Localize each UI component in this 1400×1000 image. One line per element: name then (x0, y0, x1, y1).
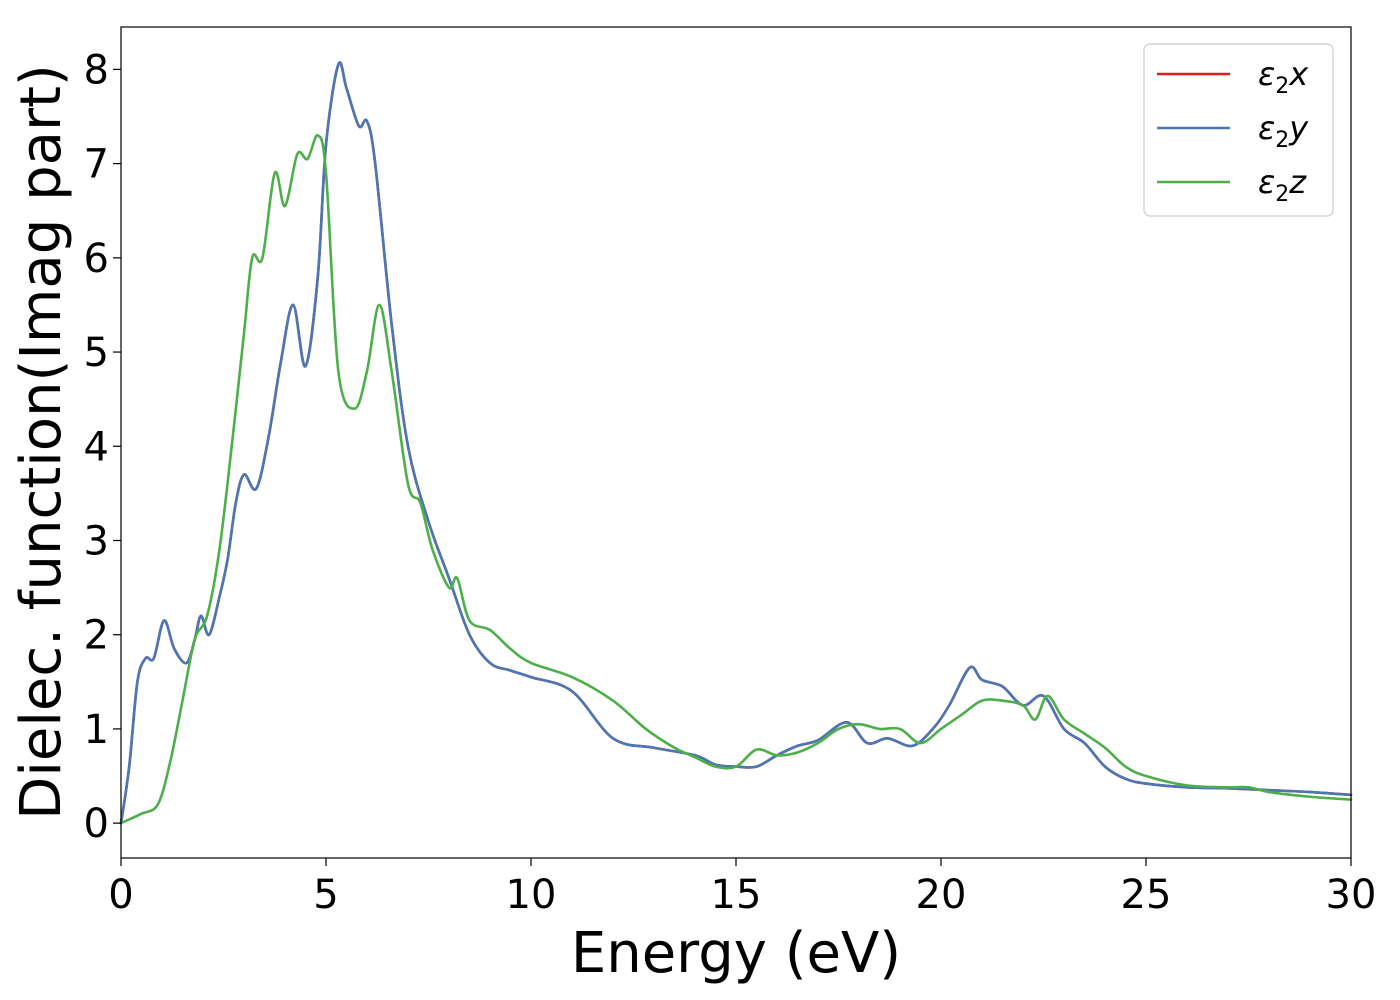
x-axis: 0 5 10 15 20 25 30 (108, 858, 1376, 918)
plot-lines (119, 61, 1353, 825)
legend: ε2x ε2y ε2z (1143, 43, 1334, 217)
y-tick-label: 2 (84, 613, 109, 659)
x-tick-label: 30 (1326, 872, 1377, 918)
x-tick-label: 5 (313, 872, 338, 918)
x-axis-title: Energy (eV) (571, 921, 901, 986)
x-tick-label: 10 (506, 872, 557, 918)
y-tick-label: 1 (84, 707, 109, 753)
legend-label-y: ε2y (1258, 109, 1309, 153)
y-tick-label: 6 (84, 236, 109, 282)
y-tick-label: 3 (84, 518, 109, 564)
x-tick-label: 20 (916, 872, 967, 918)
y-tick-label: 7 (84, 142, 109, 188)
y-tick-label: 8 (84, 47, 109, 93)
y-axis: 0 1 2 3 4 5 6 7 8 (84, 47, 121, 847)
y-tick-label: 4 (84, 424, 109, 470)
legend-label-z: ε2z (1258, 163, 1307, 207)
y-tick-label: 0 (84, 801, 109, 847)
y-tick-label: 5 (84, 330, 109, 376)
x-tick-label: 25 (1121, 872, 1172, 918)
series-line-z (119, 134, 1353, 825)
legend-label-x: ε2x (1258, 55, 1309, 99)
x-tick-label: 15 (711, 872, 762, 918)
y-axis-title: Dielec. function(Imag part) (9, 64, 74, 820)
legend-box (1143, 43, 1334, 217)
x-tick-label: 0 (108, 872, 133, 918)
